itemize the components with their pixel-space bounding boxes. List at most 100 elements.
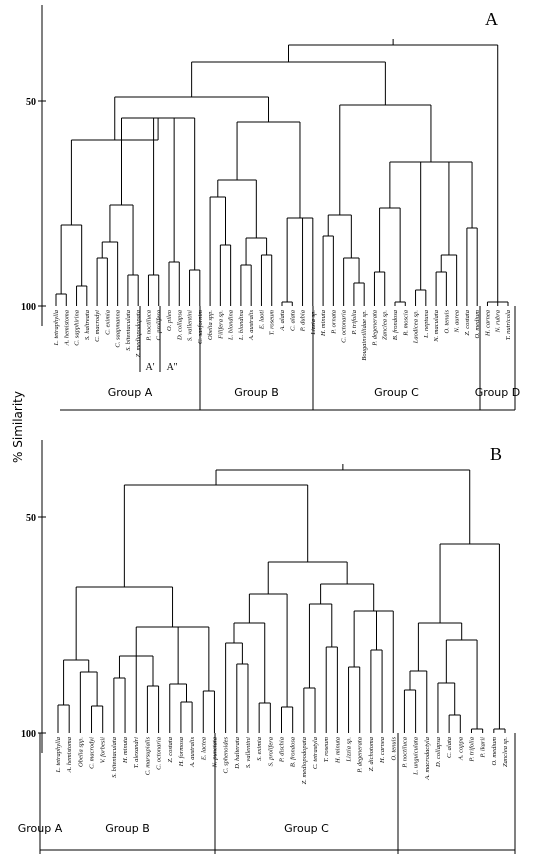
leaf-label: P. dischia xyxy=(279,737,286,763)
leaf-label: C. marsupialis xyxy=(144,737,151,776)
leaf-label: P. dubia xyxy=(300,310,307,332)
leaf-label: A. macrodactyla xyxy=(424,737,431,781)
leaf-label: C. macrodyi xyxy=(94,310,101,342)
subgroup-label: A' xyxy=(145,362,154,373)
leaf-label: C. saapmanna xyxy=(115,310,122,348)
leaf-label: A. australis xyxy=(248,310,255,341)
group-label: Group B xyxy=(105,822,150,835)
leaf-label: Bougainvillidae sp. xyxy=(361,310,368,361)
leaf-label: A. hemistoma xyxy=(63,310,70,346)
subgroup-label: A'' xyxy=(167,362,178,373)
leaf-label: T. roseum xyxy=(323,737,330,763)
leaf-label: Z. dichotoma xyxy=(368,737,375,771)
leaf-label: P. noctiluca xyxy=(401,737,408,769)
y-tick-label: 50 xyxy=(26,97,36,108)
leaf-label: L. neptuna xyxy=(423,310,430,339)
leaf-label: C. prolifera xyxy=(156,310,163,340)
leaf-label: P. noctiluca xyxy=(145,310,152,342)
leaf-label: N. rubra xyxy=(495,310,502,333)
leaf-label: H. minuta xyxy=(320,310,327,337)
leaf-label: C. tetrastyla xyxy=(312,737,319,769)
leaf-label: P. ornata xyxy=(330,310,337,335)
leaf-label: E. laoti xyxy=(258,310,265,330)
leaf-label: B. frondosa xyxy=(392,310,399,340)
leaf-label: D. halterata xyxy=(234,737,241,770)
leaf-label: Zanclea sp. xyxy=(382,310,389,340)
leaf-label: O. tenuis xyxy=(390,737,397,761)
leaf-label: S. bitentaculata xyxy=(125,310,132,351)
leaf-label: E. lactea xyxy=(200,737,207,761)
leaf-label: L. unguiculata xyxy=(413,737,420,776)
leaf-label: C. octonaria xyxy=(341,310,348,343)
group-label: Group A xyxy=(18,822,63,835)
leaf-label: Zanclea sp. xyxy=(502,737,509,767)
leaf-label: P. ikarii xyxy=(480,737,487,759)
leaf-label: H. minuta xyxy=(122,737,129,764)
leaf-label: Laodicea sp. xyxy=(413,310,420,345)
group-label: Group A xyxy=(108,386,153,399)
group-label: Group C xyxy=(284,822,329,835)
leaf-label: O. medium xyxy=(491,737,498,766)
y-axis-label: % Similarity xyxy=(11,391,25,463)
leaf-label: C. octonaria xyxy=(156,737,163,770)
leaf-label: Z. costata xyxy=(167,737,174,763)
leaf-label: C. alata xyxy=(446,737,453,758)
panel-label: B xyxy=(490,444,502,464)
leaf-label: N. aurea xyxy=(454,310,461,334)
leaf-label: H. carnea xyxy=(379,737,386,764)
leaf-label: L. tetraphylla xyxy=(53,310,60,346)
leaf-label: S. prolifera xyxy=(267,737,274,766)
y-tick-label: 50 xyxy=(26,513,36,524)
leaf-label: H. minuta xyxy=(334,737,341,764)
leaf-label: P. degenerata xyxy=(371,310,378,347)
leaf-label: Obelia spp. xyxy=(77,737,84,767)
leaf-label: O. pileo xyxy=(166,309,173,331)
leaf-label: H. carnea xyxy=(484,310,491,337)
leaf-label: S. vallentini xyxy=(245,737,252,768)
leaf-label: Obelia spp. xyxy=(207,310,214,340)
leaf-label: C. sapphirina xyxy=(74,310,81,346)
leaf-label: Z. mediopodopata xyxy=(135,310,142,357)
leaf-label: A. australis xyxy=(189,737,196,768)
leaf-label: T. roseum xyxy=(269,310,276,336)
leaf-label: V. forbesii xyxy=(100,737,107,763)
leaf-label: S. haltreata xyxy=(84,310,91,340)
leaf-label: A. hemistoma xyxy=(66,737,73,773)
y-tick-label: 100 xyxy=(21,729,36,740)
leaf-label: L. blondina xyxy=(228,310,235,341)
leaf-label: C. macrodyi xyxy=(89,737,96,769)
leaf-label: P. trifolia xyxy=(468,737,475,762)
group-label: Group B xyxy=(234,386,279,399)
leaf-label: O. medium xyxy=(474,310,481,339)
leaf-label: B. frondosa xyxy=(290,737,297,767)
leaf-label: Z. costata xyxy=(464,310,471,336)
leaf-label: A. alata xyxy=(279,310,286,332)
leaf-label: T. nutricola xyxy=(505,310,512,340)
leaf-label: H. formosa xyxy=(178,737,185,767)
leaf-label: S. vallentini xyxy=(187,310,194,341)
group-label: Group D xyxy=(475,386,520,399)
group-label: Group C xyxy=(374,386,419,399)
leaf-label: P. trifolia xyxy=(351,310,358,335)
leaf-label: T. alexandri xyxy=(133,737,140,768)
leaf-label: O. tenuis xyxy=(443,310,450,334)
leaf-label: N. maculata xyxy=(433,310,440,343)
leaf-label: Lizzia sp. xyxy=(346,737,353,763)
leaf-label: L. tetraphylla xyxy=(55,737,62,773)
leaf-label: C. eximia xyxy=(104,310,111,335)
leaf-label: S. bitentaculata xyxy=(111,737,118,778)
leaf-label: Filifera sp. xyxy=(217,310,224,340)
leaf-label: D. collapsa xyxy=(435,737,442,768)
panel-label: A xyxy=(485,9,498,29)
leaf-label: D. collapsa xyxy=(176,310,183,341)
y-tick-label: 100 xyxy=(21,302,36,313)
leaf-label: C. sphenoides xyxy=(223,737,230,774)
leaf-label: P. degenerata xyxy=(357,737,364,774)
leaf-label: S. eximia xyxy=(256,737,263,761)
leaf-label: R. moscia xyxy=(402,310,409,337)
leaf-label: L. blondina xyxy=(238,310,245,341)
leaf-label: Z. mediopodopata xyxy=(301,737,308,784)
leaf-label: C. alata xyxy=(289,310,296,331)
leaf-label: A. coppa xyxy=(457,737,464,761)
